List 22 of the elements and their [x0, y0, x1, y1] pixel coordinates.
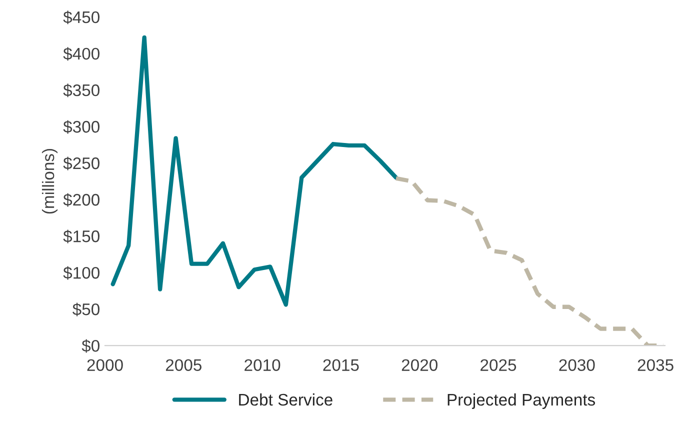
y-tick-label: $350 — [63, 84, 100, 98]
legend-label: Debt Service — [239, 393, 332, 406]
x-tick-label: 2020 — [402, 359, 438, 371]
y-tick-label: $150 — [63, 230, 100, 244]
y-tick-label: $450 — [63, 10, 100, 24]
y-tick-label: $400 — [63, 47, 100, 61]
x-tick-label: 2030 — [559, 359, 595, 371]
y-tick-label: $0 — [82, 339, 100, 353]
y-axis-title: (millions) — [42, 148, 58, 214]
x-tick-label: 2035 — [638, 359, 674, 371]
x-tick-label: 2015 — [323, 359, 359, 371]
legend-label: Projected Payments — [448, 393, 596, 409]
y-tick-label: $250 — [63, 156, 100, 170]
y-tick-label: $100 — [63, 266, 100, 280]
y-tick-label: $300 — [63, 120, 100, 134]
x-tick-label: 2025 — [480, 359, 516, 371]
x-tick-label: 2000 — [87, 359, 123, 371]
y-tick-label: $50 — [72, 302, 100, 316]
x-tick-label: 2010 — [244, 359, 280, 371]
x-tick-label: 2005 — [166, 359, 202, 371]
line-series — [110, 35, 398, 307]
y-tick-label: $200 — [63, 193, 100, 207]
